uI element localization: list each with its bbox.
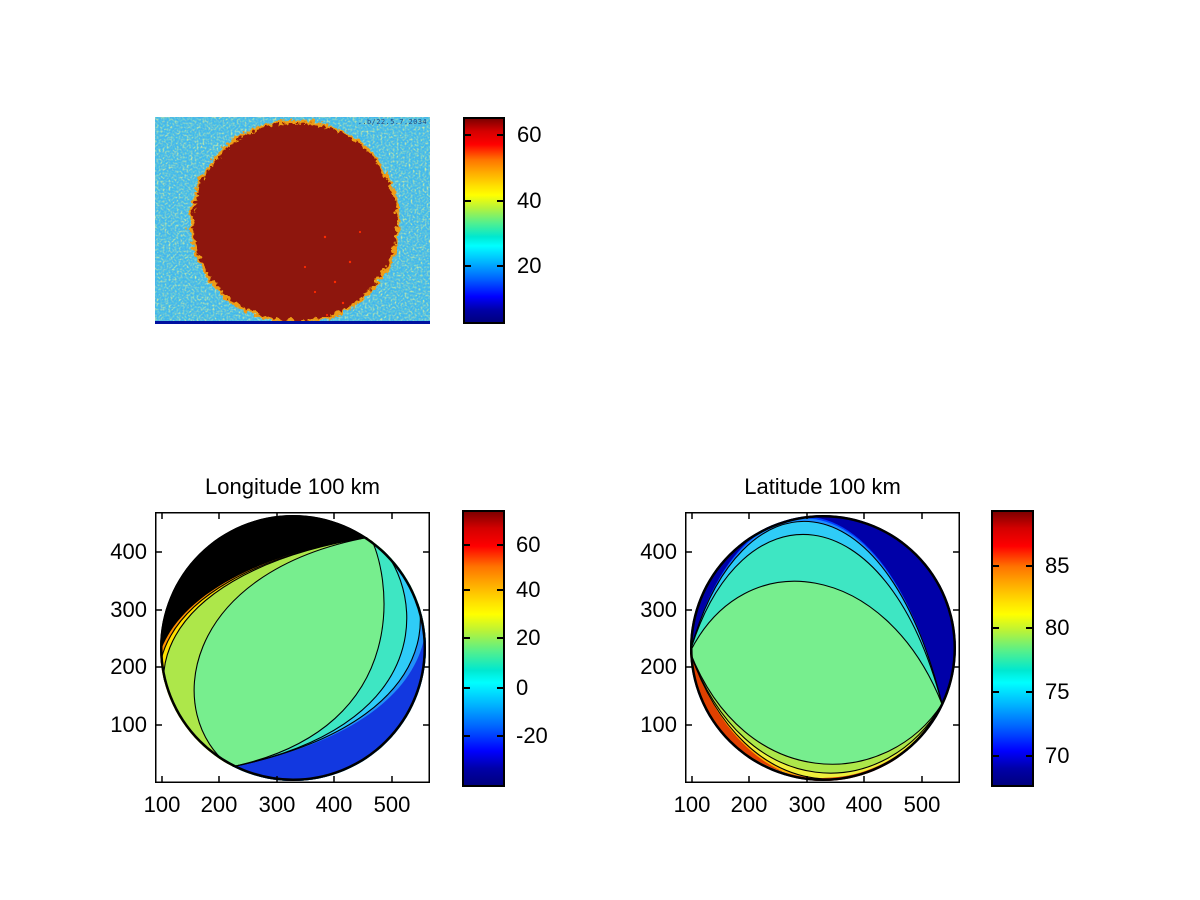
y-tick-label: 400: [110, 539, 147, 564]
colorbar-tick: [464, 637, 470, 640]
colorbar-tick: [1026, 627, 1032, 630]
colorbar-tick: [993, 565, 999, 568]
colorbar-latitude: 85 80 75 70: [991, 510, 1069, 787]
y-tick-label: 400: [640, 539, 677, 564]
colorbar-tick: [497, 637, 503, 640]
colorbar-label: 20: [517, 253, 542, 279]
latitude-contour-svg: [685, 512, 960, 783]
colorbar-label: 0: [516, 674, 529, 700]
colorbar-tick: [464, 543, 470, 546]
bottom-scanline: [155, 321, 430, 324]
longitude-contour-svg: [155, 512, 430, 783]
y-tick-label: 200: [110, 654, 147, 679]
axis-tick-marks: [155, 512, 430, 783]
colorbar-label: 20: [516, 625, 541, 651]
colorbar-tick: [465, 133, 471, 136]
colorbar-tick: [464, 734, 470, 737]
contour-bands-latitude: [690, 515, 956, 781]
colorbar-label: 70: [1045, 742, 1070, 768]
contour-band: [231, 537, 426, 781]
colorbar-tick: [464, 686, 470, 689]
y-tick-label: 200: [640, 654, 677, 679]
contour-band: [690, 652, 942, 778]
colorbar-tick: [497, 200, 503, 202]
colorbar-tick: [1026, 565, 1032, 568]
heatmap-image: [155, 117, 430, 324]
red-disk: [191, 121, 395, 319]
colorbar-tick: [465, 200, 471, 202]
y-tick-label: 300: [640, 597, 677, 622]
colorbar-tick: [497, 265, 503, 268]
colorbar-tick: [497, 734, 503, 737]
colorbar-tick: [993, 754, 999, 757]
plot-title-longitude: Longitude 100 km: [205, 474, 380, 499]
axis-tick-marks: [685, 512, 960, 783]
colorbar-label: 40: [516, 576, 541, 602]
colorbar-label: -20: [516, 722, 548, 748]
contour-bands-longitude: [160, 515, 426, 781]
x-tick-label: 200: [200, 792, 238, 817]
heatmap-image-panel: ..b/22.5.7.2034: [155, 117, 430, 324]
colorbar-longitude: 60 40 20 0 -20: [462, 510, 548, 787]
x-tick-label: 100: [673, 792, 711, 817]
colorbar-label: 40: [517, 188, 542, 213]
colorbar-tick: [497, 133, 503, 136]
hot-speckles: [303, 230, 362, 317]
x-tick-label: 400: [315, 792, 353, 817]
colorbar-tick: [497, 588, 503, 591]
colorbar-label: 75: [1045, 679, 1070, 705]
colorbar-tick: [497, 686, 503, 689]
colorbar-tick: [497, 543, 503, 546]
colorbar-tick: [1026, 691, 1032, 694]
colorbar-tick: [993, 691, 999, 694]
colorbar-top: 60 40 20: [463, 117, 541, 324]
latitude-contour-plot: Latitude 100 km: [640, 474, 960, 817]
x-tick-label: 300: [258, 792, 296, 817]
colorbar-label: 80: [1045, 615, 1070, 641]
colorbar-label: 60: [516, 531, 541, 557]
colorbar-label: 85: [1045, 553, 1070, 579]
x-tick-label: 300: [788, 792, 826, 817]
colorbar-label: 60: [517, 121, 542, 147]
colorbar-tick: [1026, 754, 1032, 757]
x-tick-label: 500: [903, 792, 941, 817]
y-tick-label: 100: [110, 712, 147, 737]
x-tick-label: 100: [143, 792, 181, 817]
contour-band: [690, 581, 942, 778]
red-disk-group: [188, 118, 398, 322]
axes-box: [685, 512, 960, 783]
longitude-contour-plot: Longitude 100 km: [110, 474, 430, 817]
y-tick-label: 100: [640, 712, 677, 737]
x-tick-label: 400: [845, 792, 883, 817]
x-tick-label: 200: [730, 792, 768, 817]
axes-box: [155, 512, 430, 783]
colorbar-tick: [993, 627, 999, 630]
timestamp-overlay: ..b/22.5.7.2034: [357, 118, 427, 126]
y-tick-label: 300: [110, 597, 147, 622]
colorbar-tick: [465, 265, 471, 268]
plot-title-latitude: Latitude 100 km: [744, 474, 901, 499]
colorbar-tick: [464, 588, 470, 591]
x-tick-label: 500: [373, 792, 411, 817]
